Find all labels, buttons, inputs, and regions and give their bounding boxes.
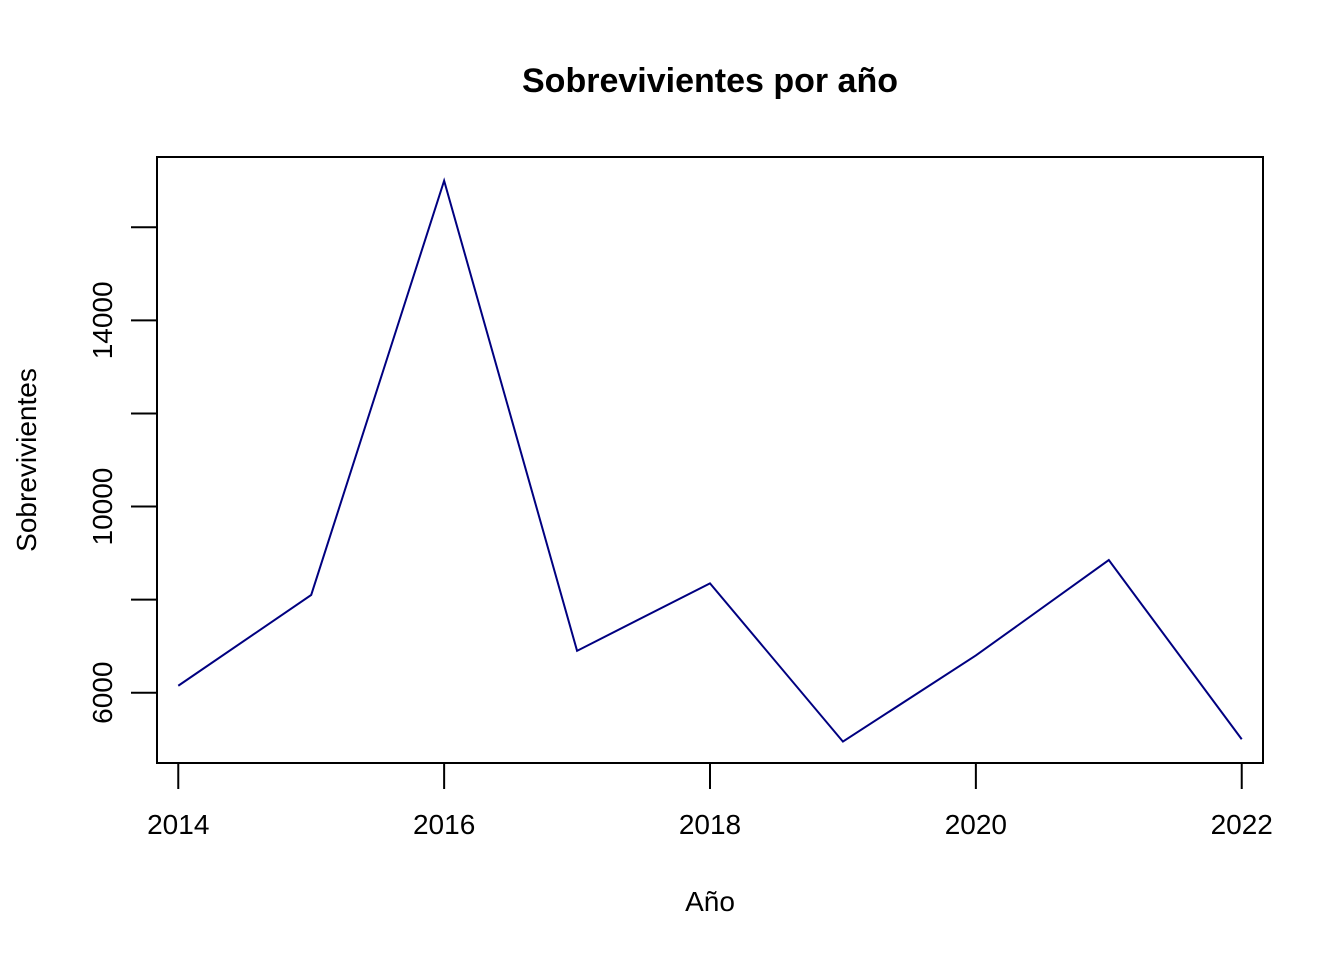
y-axis-label: Sobrevivientes — [11, 368, 42, 552]
y-tick-label: 10000 — [87, 468, 118, 546]
x-axis-label: Año — [685, 886, 735, 917]
chart-title: Sobrevivientes por año — [522, 62, 898, 100]
series-layer — [177, 177, 1243, 743]
y-tick-label: 14000 — [87, 281, 118, 359]
x-tick-label: 2022 — [1211, 809, 1273, 840]
x-tick-label: 2014 — [147, 809, 209, 840]
x-tick-label: 2018 — [679, 809, 741, 840]
y-axis: 6000 10000 14000 — [87, 226, 158, 724]
series-line — [177, 177, 1243, 743]
x-axis: 2014 2016 2018 2020 2022 — [147, 762, 1273, 840]
y-tick-label: 6000 — [87, 662, 118, 724]
x-tick-label: 2020 — [945, 809, 1007, 840]
plot-frame — [156, 156, 1264, 764]
x-tick-label: 2016 — [413, 809, 475, 840]
